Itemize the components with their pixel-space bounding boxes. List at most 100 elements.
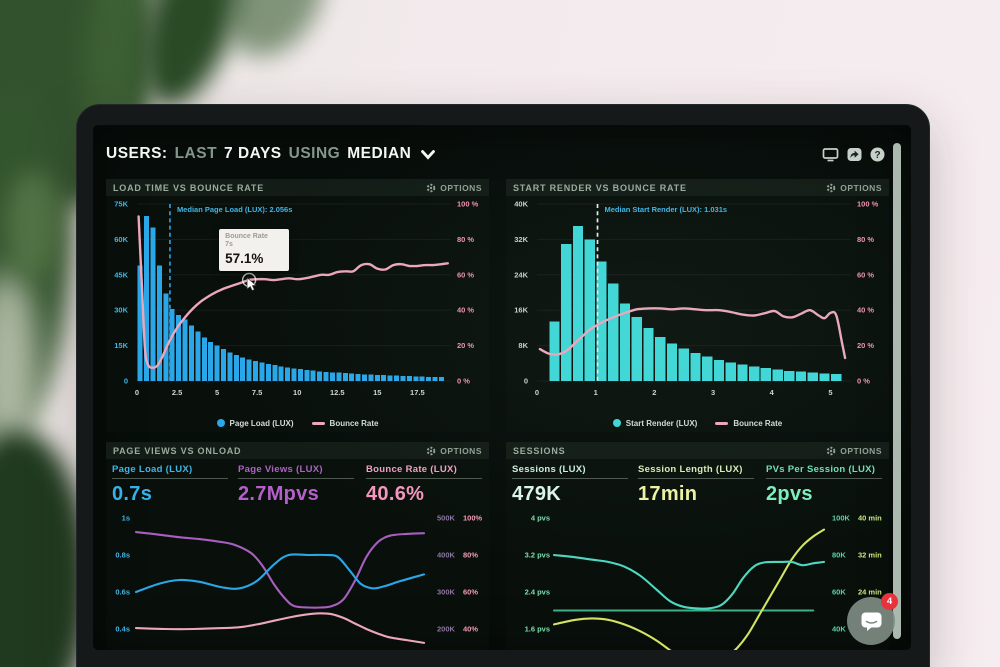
svg-text:75K: 75K (114, 200, 128, 209)
metric-label: Session Length (LUX) (638, 464, 743, 475)
panel-title: LOAD TIME VS BOUNCE RATE (113, 182, 265, 193)
svg-text:200K: 200K (437, 625, 456, 634)
svg-text:80 %: 80 % (457, 235, 474, 244)
svg-text:0: 0 (535, 388, 539, 397)
svg-text:24 min: 24 min (858, 588, 882, 597)
svg-text:0: 0 (135, 388, 139, 397)
svg-text:32 min: 32 min (858, 551, 882, 560)
svg-text:24K: 24K (514, 270, 528, 279)
svg-text:100K: 100K (832, 514, 851, 523)
load-time-chart: 75K 100 % 60K 80 % 45K 60 % 30K 40 % 15K 20 % 0 0 %… (106, 196, 489, 413)
options-button[interactable]: OPTIONS (826, 446, 882, 456)
metrics-row: Sessions (LUX) 479K Session Length (LUX) 17… (506, 459, 889, 510)
scrollbar-thumb[interactable] (893, 143, 901, 639)
plant-leaf (6, 170, 61, 280)
panel-load-time: LOAD TIME VS BOUNCE RATE OPTIONS 75K 100 … (106, 179, 489, 432)
panel-start-render: START RENDER VS BOUNCE RATE OPTIONS 40K 1… (506, 179, 889, 432)
svg-text:80K: 80K (832, 551, 846, 560)
svg-text:5: 5 (215, 388, 219, 397)
svg-text:1.6 pvs: 1.6 pvs (525, 625, 550, 634)
svg-text:?: ? (874, 150, 880, 161)
tooltip-series: Bounce Rate (225, 232, 268, 240)
svg-text:4 pvs: 4 pvs (531, 514, 550, 523)
metric-value: 40.6% (366, 483, 425, 505)
svg-text:0: 0 (524, 377, 528, 386)
svg-text:0.8s: 0.8s (115, 551, 130, 560)
title-segment: USERS: (106, 145, 168, 162)
users-range-dropdown[interactable]: USERS: LAST 7 DAYS USING MEDIAN (106, 141, 436, 167)
dot-swatch (612, 419, 621, 427)
svg-text:40K: 40K (832, 625, 846, 634)
options-button[interactable]: OPTIONS (426, 183, 482, 193)
svg-text:16K: 16K (514, 306, 528, 315)
chart-legend: Page Load (LUX) Bounce Rate (106, 413, 489, 433)
svg-text:60K: 60K (114, 235, 128, 244)
svg-text:15: 15 (373, 388, 381, 397)
median-label: Median Start Render (LUX): 1.031s (605, 205, 728, 214)
svg-text:60 %: 60 % (857, 270, 874, 279)
metric-value: 2.7Mpvs (238, 483, 320, 505)
metric-value: 17min (638, 483, 698, 505)
metric-divider (238, 478, 354, 479)
help-icon[interactable]: ? (870, 147, 885, 162)
svg-text:30K: 30K (114, 306, 128, 315)
sessions-chart: 4 pvs 100K 40 min 3.2 pvs 80K 32 min 2.4 pvs 60… (506, 510, 889, 650)
metric-label: Page Load (LUX) (112, 464, 193, 475)
svg-text:0 %: 0 % (457, 377, 470, 386)
svg-text:12.5: 12.5 (330, 388, 345, 397)
bounce-rate-line (538, 307, 847, 360)
metric: Bounce Rate (LUX) 40.6% (366, 464, 489, 510)
legend-item[interactable]: Page Load (LUX) (216, 419, 294, 428)
svg-text:8K: 8K (518, 341, 528, 350)
metric: Page Load (LUX) 0.7s (112, 464, 235, 510)
chat-widget-button[interactable]: 4 (847, 593, 898, 645)
svg-text:5: 5 (828, 388, 832, 397)
svg-text:0 %: 0 % (857, 377, 870, 386)
metric-label: PVs Per Session (LUX) (766, 464, 876, 475)
svg-text:0.6s: 0.6s (115, 588, 130, 597)
svg-text:40 %: 40 % (457, 306, 474, 315)
display-icon[interactable] (822, 147, 839, 162)
metric: Sessions (LUX) 479K (512, 464, 635, 510)
svg-text:15K: 15K (114, 341, 128, 350)
dashboard: USERS: LAST 7 DAYS USING MEDIAN ? (93, 125, 911, 650)
laptop: USERS: LAST 7 DAYS USING MEDIAN ? (76, 104, 930, 667)
svg-text:100 %: 100 % (457, 200, 479, 209)
panel-sessions: SESSIONS OPTIONS Sessions (LUX) 479K Sessi… (506, 442, 889, 650)
metric-label: Page Views (LUX) (238, 464, 323, 475)
options-button[interactable]: OPTIONS (826, 183, 882, 193)
series-line (134, 612, 426, 644)
dashboard-title: USERS: LAST 7 DAYS USING MEDIAN (106, 145, 411, 163)
svg-text:10: 10 (293, 388, 301, 397)
svg-text:2.5: 2.5 (172, 388, 182, 397)
svg-text:20 %: 20 % (457, 341, 474, 350)
svg-text:3.2 pvs: 3.2 pvs (525, 551, 550, 560)
svg-text:2: 2 (652, 388, 656, 397)
options-button[interactable]: OPTIONS (426, 446, 482, 456)
legend-item[interactable]: Start Render (LUX) (612, 419, 697, 428)
series-line (552, 553, 826, 610)
chevron-down-icon[interactable] (420, 149, 436, 160)
legend-item[interactable]: Bounce Rate (311, 419, 378, 428)
legend-item[interactable]: Bounce Rate (715, 419, 782, 428)
hover-tooltip: Bounce Rate 7s 57.1% (219, 228, 290, 271)
metric-divider (112, 478, 228, 479)
svg-text:40K: 40K (514, 200, 528, 209)
start-render-chart: 40K 100 % 32K 80 % 24K 60 % 16K 40 % 8K 20 % 0 0 % 0… (506, 196, 889, 413)
panel-title: SESSIONS (513, 445, 566, 456)
svg-text:0.4s: 0.4s (115, 625, 130, 634)
laptop-screen: USERS: LAST 7 DAYS USING MEDIAN ? (93, 125, 911, 650)
load_time-canvas: 75K 100 % 60K 80 % 45K 60 % 30K 40 % 15K 20 % 0 0 %… (114, 200, 479, 398)
svg-text:40 min: 40 min (858, 514, 882, 523)
svg-text:7.5: 7.5 (252, 388, 262, 397)
metric-value: 0.7s (112, 483, 153, 505)
svg-text:3: 3 (711, 388, 715, 397)
series-line (552, 528, 826, 650)
line-swatch (715, 421, 729, 425)
svg-text:1: 1 (594, 388, 598, 397)
panel-page-views: PAGE VIEWS VS ONLOAD OPTIONS Page Load (… (106, 442, 489, 650)
share-icon[interactable] (847, 147, 862, 162)
svg-text:20 %: 20 % (857, 341, 874, 350)
bounce-rate-line (137, 215, 449, 369)
chat-unread-badge: 4 (881, 593, 898, 610)
